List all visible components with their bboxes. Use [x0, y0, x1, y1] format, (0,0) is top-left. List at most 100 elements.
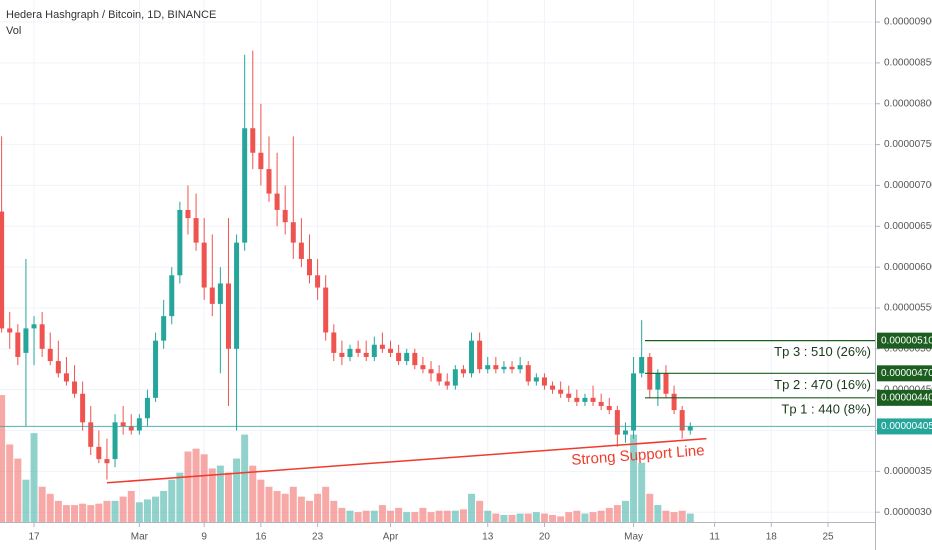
y-tick-label: 0.00000350 — [884, 466, 932, 477]
candle-body — [379, 344, 385, 349]
volume-bar — [62, 505, 70, 522]
y-tick-label: 0.00000700 — [884, 180, 932, 191]
candle-body — [412, 352, 418, 366]
volume-bar — [621, 500, 629, 522]
x-tick-label: 17 — [28, 532, 40, 543]
target-price-tag — [877, 332, 932, 349]
target-price-label: 0.00000510 — [881, 335, 932, 346]
volume-bar — [540, 513, 548, 522]
axes: 0.000003000.000003500.000004000.00000450… — [28, 17, 932, 543]
candle-body — [96, 446, 102, 460]
volume-bar — [549, 514, 557, 522]
chart-title: Hedera Hashgraph / Bitcoin, 1D, BINANCE — [6, 9, 216, 21]
candle-body — [469, 340, 475, 374]
candle-body — [590, 397, 596, 402]
volume-bar — [476, 500, 484, 522]
x-tick-label: 25 — [822, 532, 834, 543]
volume-bar — [378, 505, 386, 522]
x-tick-label: 20 — [539, 532, 551, 543]
volume-bar — [597, 510, 605, 522]
candle-body — [533, 377, 539, 382]
candle-body — [306, 258, 312, 276]
y-tick-label: 0.00000450 — [884, 384, 932, 395]
candle-body — [144, 397, 150, 419]
volume-bar — [492, 513, 500, 522]
volume-bar — [87, 505, 95, 522]
volume-bar — [0, 395, 6, 522]
volume-bar — [281, 493, 289, 522]
candle-body — [266, 169, 272, 194]
candle-body — [622, 430, 628, 435]
y-tick-label: 0.00000900 — [884, 17, 932, 28]
candle-body — [120, 422, 126, 427]
candle-body — [679, 410, 685, 431]
volume-bar — [297, 496, 305, 522]
volume-bar — [532, 512, 540, 522]
volume-bar — [224, 472, 232, 522]
x-tick-label: Apr — [383, 532, 399, 543]
x-tick-label: 11 — [709, 532, 720, 543]
candle-body — [355, 348, 361, 353]
volume-bar — [168, 479, 176, 522]
volume-bar — [605, 507, 613, 522]
candle-body — [363, 352, 369, 357]
candle-body — [209, 287, 215, 304]
x-tick-label: 9 — [201, 532, 207, 543]
volume-bar — [314, 493, 322, 522]
candle-body — [225, 283, 231, 349]
candle-body — [574, 397, 580, 402]
x-tick-label: May — [624, 532, 643, 543]
volume-bar — [184, 451, 192, 522]
candle-body — [217, 283, 223, 304]
x-tick-label: 16 — [255, 532, 267, 543]
current-price-tag — [877, 418, 932, 435]
volume-bar — [427, 512, 435, 522]
y-tick-label: 0.00000500 — [884, 343, 932, 354]
volume-bar — [46, 493, 54, 522]
candle-body — [193, 218, 199, 243]
candle-body — [582, 397, 588, 402]
x-tick-label: Mar — [131, 532, 149, 543]
candle-body — [23, 328, 29, 353]
x-tick-label: 23 — [312, 532, 324, 543]
candle-body — [485, 365, 491, 370]
volume-bar — [273, 490, 281, 522]
candle-body — [404, 352, 410, 362]
candle-body — [396, 352, 402, 362]
candle-body — [242, 128, 248, 243]
volume-bar — [289, 486, 297, 522]
candle-body — [323, 287, 329, 333]
volume-bar — [200, 454, 208, 522]
volume-bar — [38, 486, 46, 522]
candle-body — [153, 340, 159, 398]
volume-bar — [468, 493, 476, 522]
volume-bar — [411, 512, 419, 522]
volume-bar — [484, 510, 492, 522]
candle-body — [525, 365, 531, 382]
candle-body — [47, 348, 53, 362]
volume-bar — [662, 510, 670, 522]
target-price-label: 0.00000470 — [881, 368, 932, 379]
volume-bar — [613, 505, 621, 522]
candle-body — [501, 366, 507, 370]
candle-body — [39, 324, 45, 349]
candle-body — [104, 459, 110, 464]
candle-body — [598, 401, 604, 406]
candle-body — [290, 222, 296, 243]
candle-body — [550, 385, 556, 390]
candle-body — [15, 332, 21, 357]
volume-bar — [216, 465, 224, 522]
target-price-label: 0.00000440 — [881, 392, 932, 403]
candle-body — [606, 406, 612, 411]
candle-body — [177, 209, 183, 276]
candle-body — [631, 373, 637, 431]
volume-bar — [678, 510, 686, 522]
candle-body — [7, 328, 13, 333]
volume-bar — [322, 486, 330, 522]
candle-body — [161, 316, 167, 341]
volume-bar — [265, 486, 273, 522]
candle-body — [128, 426, 134, 431]
candle-body — [72, 381, 78, 394]
volume-bar — [208, 468, 216, 522]
volume-bar — [646, 493, 654, 522]
